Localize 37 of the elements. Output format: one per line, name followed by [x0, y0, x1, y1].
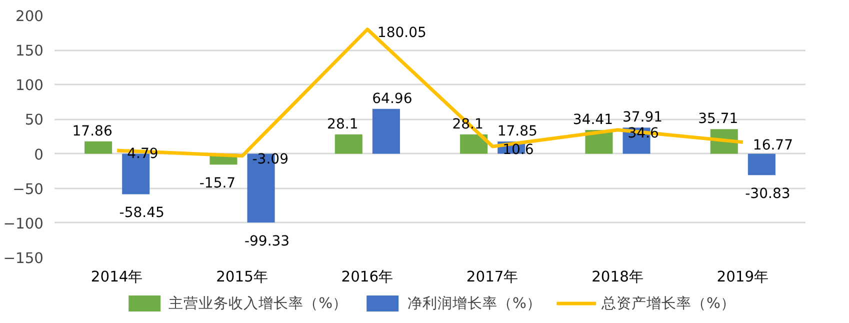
data-label: -30.83	[745, 186, 790, 202]
y-tick-label: 200	[16, 8, 44, 25]
data-label: 34.41	[572, 112, 614, 128]
legend-label: 主营业务收入增长率（%）	[168, 294, 348, 312]
y-tick-label: −50	[12, 180, 44, 198]
bar	[334, 134, 362, 154]
bar	[372, 108, 400, 154]
data-label: 16.77	[752, 138, 794, 154]
data-label: 35.71	[698, 111, 738, 128]
bar	[748, 154, 776, 176]
data-label: 34.6	[628, 125, 660, 142]
data-label: 28.1	[327, 116, 358, 132]
x-tick-label: 2015年	[216, 268, 268, 286]
x-tick-label: 2016年	[341, 268, 394, 286]
data-label: 180.05	[377, 24, 426, 41]
y-tick-label: 100	[16, 77, 44, 94]
data-label: 17.86	[72, 123, 112, 140]
y-tick-label: 50	[24, 112, 44, 129]
x-tick-label: 2018年	[592, 268, 644, 286]
y-tick-label: 0	[34, 146, 44, 164]
data-label: 17.85	[497, 123, 538, 140]
data-label: -15.7	[199, 176, 236, 192]
bar	[84, 141, 112, 154]
y-tick-label: −150	[3, 250, 44, 267]
bar	[460, 134, 488, 154]
data-label: 37.91	[622, 110, 663, 126]
data-label: 64.96	[372, 90, 412, 107]
y-tick-label: −100	[3, 215, 44, 232]
data-label: -58.45	[119, 205, 164, 222]
x-tick-label: 2014年	[90, 268, 144, 286]
data-label: 4.79	[127, 146, 158, 162]
legend-label: 净利润增长率（%）	[408, 294, 542, 312]
data-label: -99.33	[244, 233, 290, 250]
x-tick-label: 2017年	[466, 268, 519, 286]
y-tick-label: 150	[16, 42, 44, 60]
legend-label: 总资产增长率（%）	[601, 294, 736, 312]
x-tick-label: 2019年	[716, 268, 770, 286]
